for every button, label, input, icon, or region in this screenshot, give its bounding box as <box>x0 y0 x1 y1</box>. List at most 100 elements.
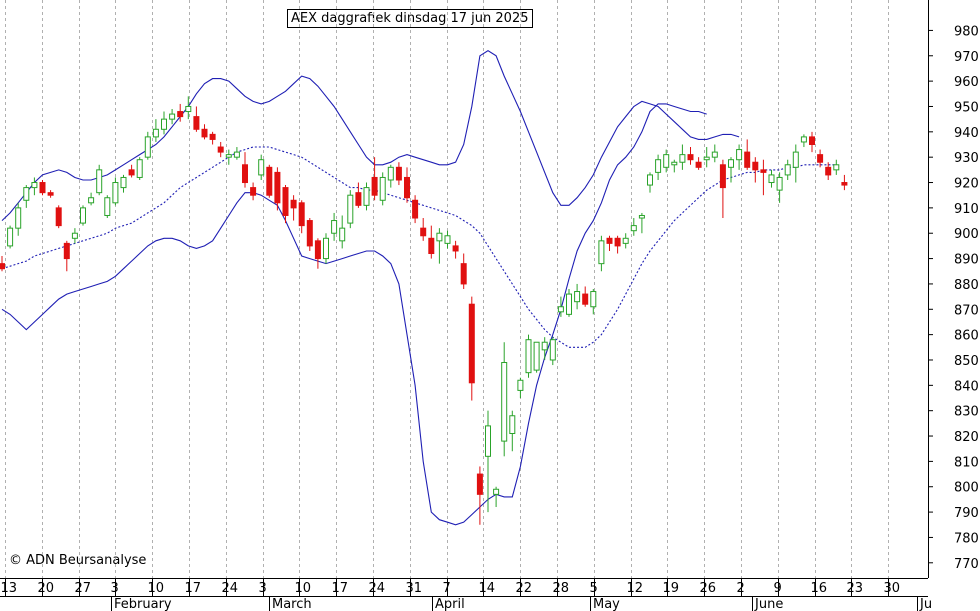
candle-body <box>31 182 38 189</box>
candle-body <box>833 164 840 171</box>
candle-body <box>817 154 824 163</box>
y-tick-label: 770 <box>954 557 979 572</box>
candle-body <box>15 207 22 229</box>
candle-body <box>428 237 435 255</box>
candle-body <box>744 151 751 168</box>
x-tick-label: 20 <box>38 581 55 596</box>
candle-body <box>387 166 394 181</box>
candle-body <box>566 293 572 315</box>
candle-body <box>784 164 791 176</box>
y-tick-label: 950 <box>954 100 979 115</box>
candle-body <box>800 136 807 143</box>
candle-body <box>217 146 224 153</box>
bollinger-bands <box>1 50 837 526</box>
candle-body <box>71 232 78 239</box>
candle-body <box>39 182 46 194</box>
candle-body <box>493 488 500 495</box>
candle-body <box>395 166 402 181</box>
candle-body <box>7 227 14 247</box>
candle-body <box>760 169 767 173</box>
x-tick-label: 30 <box>884 581 901 596</box>
candle-body <box>298 202 305 227</box>
candle-body <box>412 199 419 219</box>
candle-body <box>809 136 815 145</box>
candle-body <box>339 227 346 242</box>
y-tick-label: 820 <box>954 430 979 445</box>
x-tick-label: 13 <box>1 581 18 596</box>
candle-body <box>47 192 54 196</box>
candle-body <box>363 187 370 206</box>
candle-body <box>476 473 483 495</box>
y-tick-label: 940 <box>954 126 979 141</box>
candle-body <box>274 171 281 204</box>
candle-body <box>209 133 216 140</box>
candle-body <box>460 263 467 285</box>
y-tick-label: 900 <box>954 227 979 242</box>
candle-body <box>533 341 540 371</box>
month-label: Ju <box>919 597 932 611</box>
x-tick-label: 19 <box>663 581 680 596</box>
candle-body <box>347 194 354 224</box>
chart-title: AEX daggrafiek dinsdag 17 jun 2025 <box>287 9 533 28</box>
candle-body <box>647 174 653 186</box>
candle-body <box>63 242 70 260</box>
candle-body <box>776 176 783 191</box>
y-tick-label: 830 <box>954 405 979 420</box>
x-tick-label: 16 <box>811 581 828 596</box>
y-tick-label: 860 <box>954 329 979 344</box>
y-tick-label: 880 <box>954 278 979 293</box>
x-tick-label: 14 <box>479 581 496 596</box>
candle-body <box>525 339 532 374</box>
candle-body <box>177 111 184 118</box>
month-label: April <box>435 597 465 611</box>
y-tick-label: 800 <box>954 481 979 496</box>
candle-body <box>655 159 662 173</box>
x-tick-label: 3 <box>259 581 267 596</box>
candle-body <box>614 237 621 247</box>
candles <box>0 96 848 525</box>
month-label: June <box>754 597 783 611</box>
candle-body <box>638 214 645 219</box>
candle-body <box>23 187 30 201</box>
candle-body <box>201 128 208 138</box>
month-label: March <box>272 597 312 611</box>
candle-body <box>517 379 524 391</box>
candle-body <box>96 169 103 194</box>
candle-body <box>736 149 743 161</box>
candle-body <box>557 306 564 313</box>
x-tick-label: 17 <box>332 581 349 596</box>
grid <box>5 0 889 578</box>
candle-body <box>452 245 459 252</box>
candle-body <box>663 154 670 168</box>
band-upper-line <box>1 50 740 221</box>
candle-body <box>233 151 240 158</box>
x-tick-label: 27 <box>75 581 92 596</box>
candle-body <box>355 192 362 206</box>
candle-body <box>161 118 167 130</box>
credit-label: © ADN Beursanalyse <box>9 553 147 568</box>
x-tick-label: 12 <box>627 581 644 596</box>
band-middle-line <box>1 146 837 348</box>
candle-body <box>242 164 248 184</box>
candle-body <box>323 237 329 260</box>
candle-body <box>306 220 313 247</box>
candle-body <box>88 197 95 204</box>
candle-body <box>314 240 321 260</box>
candle-body <box>444 235 451 244</box>
candle-body <box>630 225 637 232</box>
candle-body <box>104 197 111 216</box>
y-tick-label: 840 <box>954 379 979 394</box>
x-tick-label: 23 <box>847 581 864 596</box>
band-lower-line <box>1 103 707 526</box>
candle-body <box>379 176 386 201</box>
candle-body <box>509 415 516 435</box>
candle-body <box>541 341 548 351</box>
candle-body <box>728 159 734 168</box>
candle-body <box>792 151 799 168</box>
x-tick-label: 31 <box>406 581 423 596</box>
candle-body <box>606 237 613 244</box>
candle-body <box>671 161 678 166</box>
candle-body <box>371 176 378 196</box>
candle-body <box>574 291 581 303</box>
